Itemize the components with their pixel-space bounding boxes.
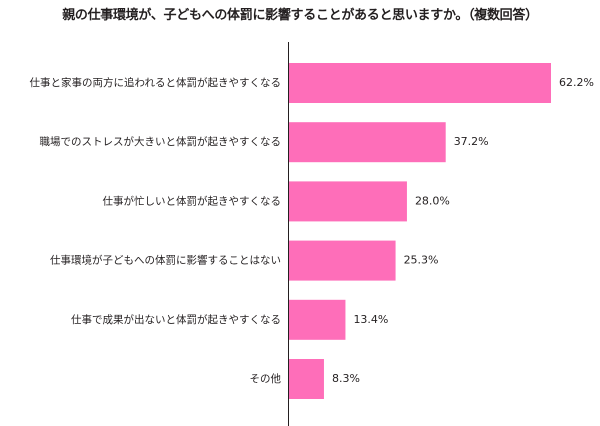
category-label-5: 仕事で成果が出ないと体罰が起きやすくなる — [71, 313, 281, 326]
bar-1 — [289, 63, 551, 103]
category-label-3: 仕事が忙しいと体罰が起きやすくなる — [103, 194, 282, 207]
value-label-2: 37.2% — [454, 135, 489, 148]
value-label-4: 25.3% — [404, 254, 439, 267]
value-label-5: 13.4% — [353, 313, 388, 326]
bar-6 — [289, 359, 324, 399]
value-label-3: 28.0% — [415, 194, 450, 207]
category-label-2: 職場でのストレスが大きいと体罰が起きやすくなる — [40, 135, 282, 148]
bars-layer — [289, 63, 551, 399]
bar-4 — [289, 240, 396, 281]
chart-title: 親の仕事環境が、子どもへの体罰に影響することがあると思いますか。（複数回答） — [62, 8, 538, 23]
category-label-6: その他 — [250, 372, 282, 385]
labels-layer: 仕事と家事の両方に追われると体罰が起きやすくなる 62.2% 職場でのストレスが大き… — [30, 76, 594, 385]
category-label-1: 仕事と家事の両方に追われると体罰が起きやすくなる — [30, 76, 281, 89]
bar-2 — [289, 122, 446, 163]
category-label-4: 仕事環境が子どもへの体罰に影響することはない — [50, 254, 281, 267]
bar-3 — [289, 181, 407, 222]
bar-5 — [289, 299, 346, 340]
value-label-1: 62.2% — [559, 76, 594, 89]
value-label-6: 8.3% — [332, 372, 360, 385]
